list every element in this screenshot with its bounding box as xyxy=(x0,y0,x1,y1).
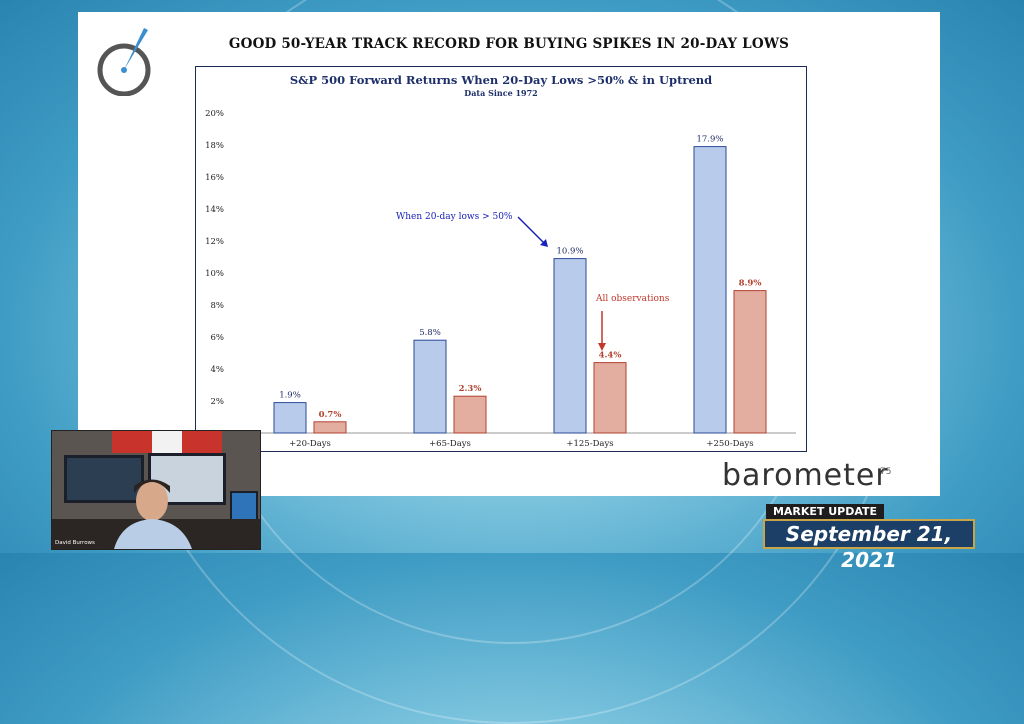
bar-series-2 xyxy=(593,362,627,434)
x-tick-label: +65-Days xyxy=(429,439,471,449)
chart-subtitle: Data Since 1972 xyxy=(464,88,537,98)
gauge-logo-icon xyxy=(97,28,151,96)
y-tick-label: 18% xyxy=(205,141,224,151)
y-tick-label: 6% xyxy=(211,333,225,343)
bar-series-1 xyxy=(553,258,587,434)
bar-series-2 xyxy=(453,395,487,434)
data-label: 5.8% xyxy=(419,328,441,338)
y-tick-label: 4% xyxy=(211,365,225,375)
data-label: 1.9% xyxy=(279,391,301,401)
y-tick-label: 8% xyxy=(211,301,225,311)
bar-chart: S&P 500 Forward Returns When 20-Day Lows… xyxy=(205,73,796,449)
annotation-arrowhead-red xyxy=(598,343,606,351)
chart-title: S&P 500 Forward Returns When 20-Day Lows… xyxy=(290,73,712,87)
bar-series-2 xyxy=(733,290,767,434)
presenter-name: David Burrows xyxy=(55,540,95,546)
broadcast-date: September 21, 2021 xyxy=(763,519,975,572)
presentation-slide: GOOD 50-YEAR TRACK RECORD FOR BUYING SPI… xyxy=(78,12,940,496)
slide-title: GOOD 50-YEAR TRACK RECORD FOR BUYING SPI… xyxy=(228,36,790,52)
webcam-scene xyxy=(52,431,260,549)
chart-frame: S&P 500 Forward Returns When 20-Day Lows… xyxy=(195,66,807,452)
annotation-arrowhead-blue xyxy=(540,239,548,247)
x-tick-label: +250-Days xyxy=(706,439,753,449)
data-label: 17.9% xyxy=(696,135,723,145)
barometer-logo: barometer xyxy=(722,458,889,493)
x-tick-label: +20-Days xyxy=(289,439,331,449)
annotation-20day-lows: When 20-day lows > 50% xyxy=(396,212,513,222)
bar-series-1 xyxy=(693,146,727,434)
presenter-webcam: David Burrows xyxy=(51,430,261,550)
x-tick-label: +125-Days xyxy=(566,439,613,449)
data-label: 8.9% xyxy=(739,279,762,289)
page-number: 75 xyxy=(880,467,892,477)
bar-series-1 xyxy=(273,402,307,434)
bar-series-1 xyxy=(413,339,447,434)
y-tick-label: 14% xyxy=(205,205,224,215)
y-tick-label: 12% xyxy=(205,237,224,247)
barometer-logo-text: barometer xyxy=(722,458,889,493)
bar-series-2 xyxy=(313,421,347,434)
annotation-arrow-blue xyxy=(517,216,547,246)
y-tick-label: 2% xyxy=(211,397,225,407)
market-update-label: MARKET UPDATE xyxy=(766,504,884,520)
annotation-all-observations: All observations xyxy=(595,294,670,304)
y-tick-label: 16% xyxy=(205,173,224,183)
y-tick-label: 10% xyxy=(205,269,224,279)
data-label: 10.9% xyxy=(556,247,583,257)
data-label: 4.4% xyxy=(599,351,622,361)
y-tick-label: 20% xyxy=(205,109,224,119)
data-label: 0.7% xyxy=(319,410,342,420)
data-label: 2.3% xyxy=(459,384,482,394)
